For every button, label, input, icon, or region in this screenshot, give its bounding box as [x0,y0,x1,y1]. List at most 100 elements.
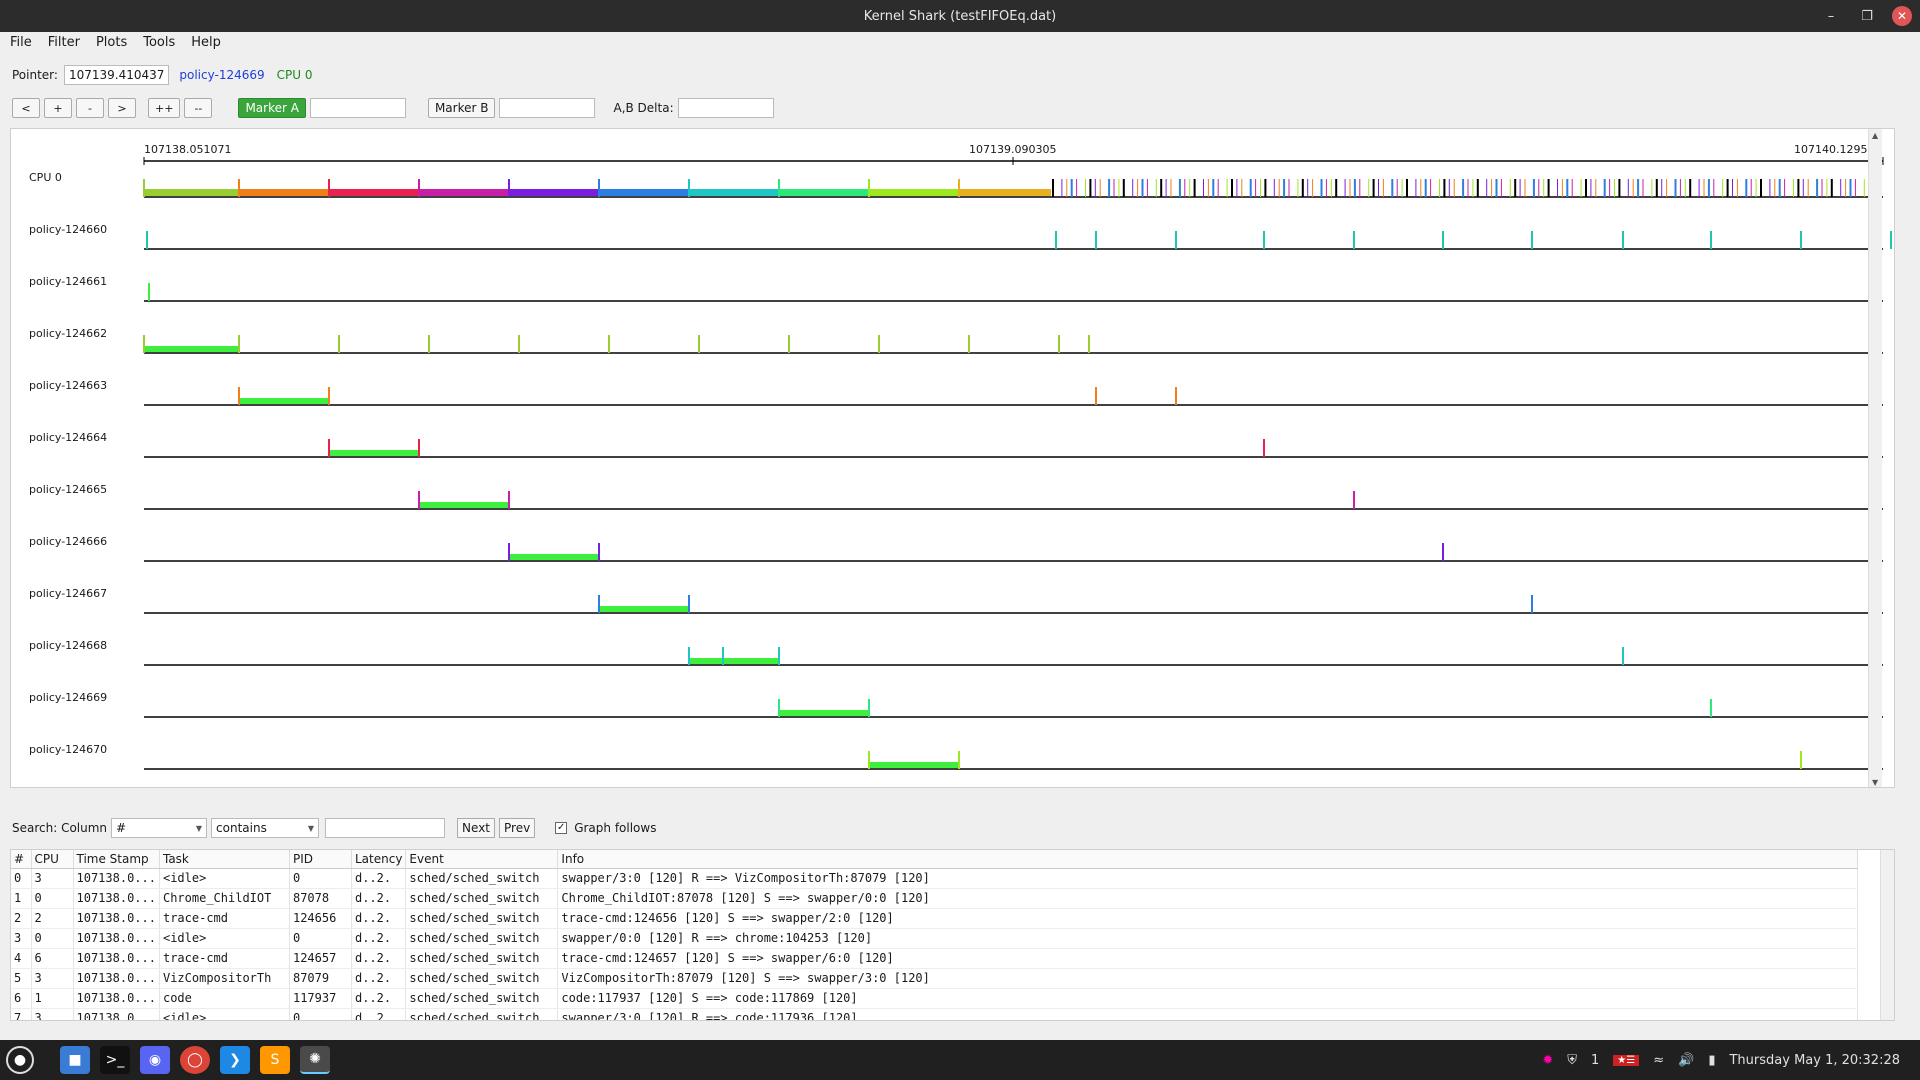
column-header[interactable]: Latency [351,850,407,869]
scroll-right-button[interactable]: > [108,98,136,118]
minimize-icon[interactable]: – [1827,8,1835,24]
column-header[interactable]: Time Stamp [73,850,160,869]
table-cell: d..2. [351,988,407,1009]
marker-b-button[interactable]: Marker B [427,98,496,118]
battery-icon[interactable]: ▮ [1708,1052,1716,1068]
terminal-icon[interactable]: >_ [100,1046,130,1074]
scroll-up-icon[interactable]: ▲ [1872,131,1879,140]
table-row[interactable]: 4 6 107138.0... trace-cmd 124657 d..2. sched/s… [11,948,1859,969]
column-header[interactable]: PID [289,850,352,869]
search-prev-button[interactable]: Prev [499,818,536,838]
table-row[interactable]: 0 3 107138.0... <idle> 0 d..2. sched/sched_swi… [11,868,1859,889]
row-label: policy-124668 [29,639,108,652]
table-cell: 107138.0... [73,988,160,1009]
table-cell: sched/sched_switch [405,908,559,929]
events-table[interactable]: # CPU Time Stamp Task PID Latency Event Info 0 3… [10,849,1895,1021]
search-column-value: # [116,821,127,835]
volume-icon[interactable]: 🔊 [1678,1052,1695,1068]
table-row[interactable]: 5 3 107138.0... VizCompositorTh 87079 d..2. sc… [11,968,1859,989]
table-row[interactable]: 6 1 107138.0... code 117937 d..2. sched/sched_… [11,988,1859,1009]
table-cell: 5 [11,968,32,989]
column-header[interactable]: Info [557,850,1859,869]
scroll-left-button[interactable]: < [12,98,40,118]
close-icon[interactable]: ✕ [1892,6,1912,26]
menu-filter[interactable]: Filter [47,34,80,50]
table-cell: 0 [11,868,32,889]
title-bar: Kernel Shark (testFIFOEq.dat) – ❐ ✕ [0,0,1920,32]
column-header[interactable]: Task [159,850,290,869]
search-column-select[interactable]: # ▼ [111,818,208,838]
clock[interactable]: Thursday May 1, 20:32:28 [1729,1052,1900,1068]
column-header[interactable]: CPU [31,850,74,869]
zoom-out-max-button[interactable]: -- [184,98,213,118]
table-cell: 0 [31,888,74,909]
update-count[interactable]: 1 [1591,1052,1600,1068]
shield-icon[interactable]: ⛨ [1567,1052,1578,1068]
taskbar: ● ■ >_ ◉ ◯ ❯ S ✺ ✹ ⛨ 1 ★☰ ≈ 🔊 ▮ Thursday… [0,1040,1920,1080]
kernelshark-icon[interactable]: ✺ [300,1046,330,1074]
sublime-icon[interactable]: S [260,1046,290,1074]
wifi-icon[interactable]: ≈ [1653,1052,1665,1068]
vscode-icon[interactable]: ❯ [220,1046,250,1074]
table-row[interactable]: 7 3 107138.0... <idle> 0 d..2. sched/sched_swi… [11,1008,1859,1020]
menu-help[interactable]: Help [191,34,221,50]
table-scrollbar[interactable] [1880,850,1894,1020]
graph-follows-checkbox[interactable]: ✓ [555,822,568,834]
menu-file[interactable]: File [10,34,32,50]
table-row[interactable]: 2 2 107138.0... trace-cmd 124656 d..2. sched/s… [11,908,1859,929]
chevron-down-icon: ▼ [195,823,203,833]
row-label: policy-124662 [29,327,108,340]
search-mode-select[interactable]: contains ▼ [211,818,320,838]
table-cell: 117937 [289,988,352,1009]
zoom-in-button[interactable]: + [44,98,72,118]
menu-tools[interactable]: Tools [143,34,176,50]
row-label: policy-124670 [29,743,108,756]
table-cell: trace-cmd:124657 [120] S ==> swapper/6:0… [557,948,1859,969]
search-next-button[interactable]: Next [457,818,496,838]
table-cell: 1 [11,888,32,909]
chrome-icon[interactable]: ◯ [180,1046,210,1074]
row-label: policy-124666 [29,535,108,548]
scroll-down-icon[interactable]: ▼ [1872,778,1879,787]
table-cell: 4 [11,948,32,969]
table-cell: 1 [31,988,74,1009]
notification-icon[interactable]: ✹ [1542,1052,1554,1068]
table-cell: <idle> [159,868,290,889]
window-title: Kernel Shark (testFIFOEq.dat) [863,8,1057,24]
table-row[interactable]: 1 0 107138.0... Chrome_ChildIOT 87078 d..2. sc… [11,888,1859,909]
marker-a-button[interactable]: Marker A [238,98,306,118]
column-header[interactable]: # [11,850,32,869]
table-cell: d..2. [351,888,407,909]
table-header: # CPU Time Stamp Task PID Latency Event Info [11,850,1859,869]
flag-icon[interactable]: ★☰ [1613,1054,1640,1066]
cpu-task-segment [959,189,1051,196]
graph-scrollbar[interactable]: ▲ ▼ [1868,129,1882,787]
column-header[interactable]: Event [405,850,559,869]
table-cell: code:117937 [120] S ==> code:117869 [120… [557,988,1859,1009]
menu-bar: File Filter Plots Tools Help [0,32,1920,52]
table-row[interactable]: 3 0 107138.0... <idle> 0 d..2. sched/sched_swi… [11,928,1859,949]
table-cell: sched/sched_switch [405,888,559,909]
graph-canvas[interactable] [11,129,1895,788]
table-cell: 124656 [289,908,352,929]
discord-icon[interactable]: ◉ [140,1046,170,1074]
row-label: policy-124663 [29,379,108,392]
task-busy-bar [329,450,419,456]
trace-graph[interactable]: 107138.051071 107139.090305 107140.12953… [10,128,1895,788]
search-input[interactable] [325,818,446,838]
table-cell: 2 [31,908,74,929]
zoom-in-max-button[interactable]: ++ [148,98,181,118]
pointer-info: Pointer: 107139.410437 policy-124669 CPU… [12,64,313,86]
table-cell: VizCompositorTh [159,968,290,989]
maximize-icon[interactable]: ❐ [1861,8,1873,24]
table-cell: sched/sched_switch [405,988,559,1009]
menu-plots[interactable]: Plots [95,34,128,50]
cpu-task-segment [509,189,599,196]
table-cell: trace-cmd [159,908,290,929]
zoom-out-button[interactable]: - [76,98,104,118]
panel-splitter[interactable] [0,796,1920,804]
marker-a-field [309,98,406,118]
files-icon[interactable]: ■ [60,1046,90,1074]
mint-menu-icon[interactable]: ● [6,1046,34,1074]
table-cell: 107138.0... [73,1008,160,1020]
